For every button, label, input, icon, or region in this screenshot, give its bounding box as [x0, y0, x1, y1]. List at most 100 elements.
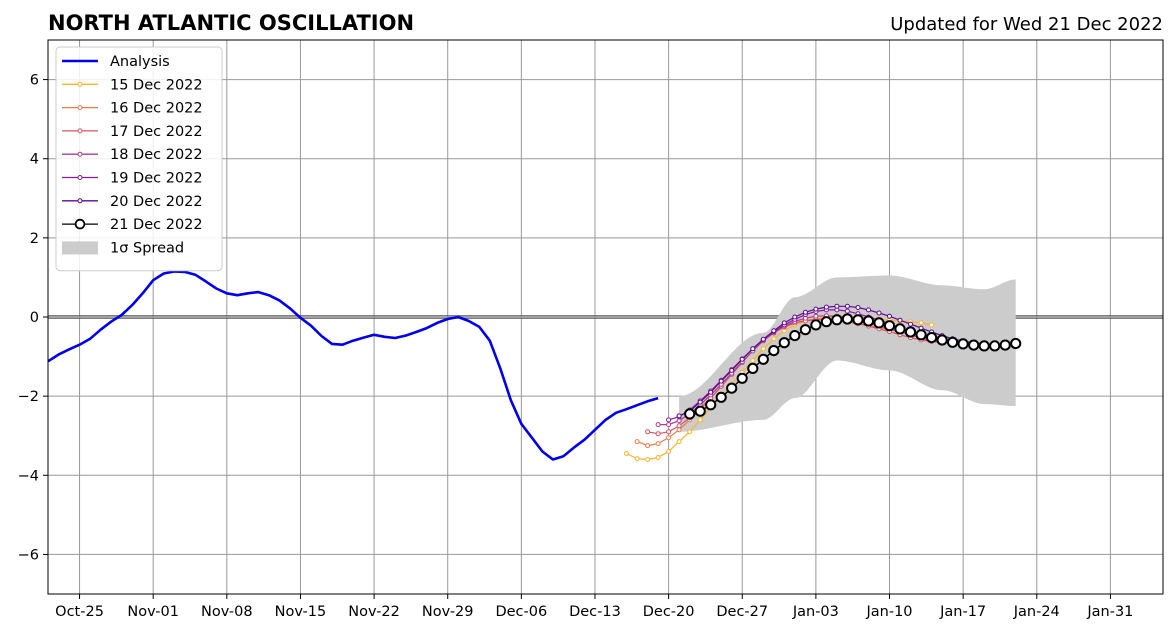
data-point: [684, 408, 696, 420]
data-point: [1010, 337, 1022, 350]
data-point: [697, 417, 703, 423]
legend-marker: [77, 175, 83, 180]
data-point: [634, 439, 640, 445]
x-tick-label: Nov-29: [422, 604, 474, 620]
chart-subtitle: Updated for Wed 21 Dec 2022: [890, 14, 1163, 35]
data-point: [666, 435, 672, 441]
data-point: [852, 314, 864, 326]
data-point: [789, 330, 801, 342]
data-point: [736, 372, 748, 384]
chart-title: NORTH ATLANTIC OSCILLATION: [48, 11, 414, 35]
data-point: [915, 329, 927, 341]
data-point: [887, 313, 892, 319]
x-tick-label: Oct-25: [55, 604, 104, 620]
data-point: [908, 321, 913, 327]
x-tick-label: Dec-13: [569, 604, 621, 620]
legend-marker: [77, 198, 83, 204]
data-point: [676, 418, 682, 424]
data-point: [676, 413, 682, 419]
y-tick-label: 6: [30, 73, 39, 89]
data-point: [929, 322, 935, 328]
legend-label: 19 Dec 2022: [110, 171, 203, 187]
data-point: [750, 358, 756, 363]
data-point: [771, 336, 777, 342]
data-point: [705, 399, 717, 411]
legend-item-17-dec-2022: 17 Dec 2022: [62, 124, 203, 140]
data-point: [968, 339, 980, 351]
legend-box: [55, 46, 223, 272]
data-point: [645, 457, 651, 462]
data-point: [694, 405, 706, 417]
x-tick-label: Dec-27: [716, 604, 768, 620]
legend-item-1-spread: 1σ Spread: [62, 240, 184, 256]
data-point: [866, 307, 871, 313]
x-tick-label: Dec-06: [495, 604, 547, 620]
data-point: [697, 399, 703, 405]
data-point: [655, 455, 661, 460]
data-point: [831, 314, 843, 326]
data-point: [799, 324, 812, 336]
data-point: [666, 429, 672, 435]
series-layer: [47, 270, 1022, 462]
data-point: [757, 353, 769, 365]
x-tick-label: Jan-17: [939, 604, 986, 620]
legend-marker: [77, 128, 83, 134]
data-point: [760, 336, 766, 342]
data-point: [841, 313, 854, 325]
x-tick-label: Jan-10: [865, 604, 912, 620]
data-point: [904, 326, 917, 338]
x-tick-label: Nov-08: [201, 604, 253, 620]
data-point: [792, 314, 798, 320]
x-tick-label: Nov-01: [127, 604, 179, 620]
data-point: [820, 316, 833, 328]
series-analysis-line: [47, 270, 659, 461]
y-tick-label: −6: [18, 547, 39, 563]
data-point: [876, 310, 882, 316]
data-point: [957, 338, 969, 350]
y-tick-label: 4: [30, 152, 39, 168]
legend-item-19-dec-2022: 19 Dec 2022: [62, 171, 203, 187]
legend-label: 16 Dec 2022: [110, 101, 203, 117]
y-tick-label: −4: [18, 468, 39, 484]
data-point: [936, 334, 948, 346]
data-point: [897, 317, 903, 323]
data-point: [655, 441, 661, 447]
data-point: [834, 303, 840, 309]
data-point: [715, 391, 727, 403]
legend-label: Analysis: [110, 54, 170, 70]
x-tick-label: Dec-20: [643, 604, 695, 620]
legend-marker: [77, 151, 83, 157]
data-point: [739, 356, 745, 362]
data-point: [947, 336, 959, 348]
data-point: [802, 309, 808, 315]
x-tick-label: Nov-15: [275, 604, 327, 620]
legend: Analysis 15 Dec 2022 16 Dec 2022 17 Dec 202…: [55, 46, 223, 272]
data-point: [708, 389, 714, 395]
legend-label: 15 Dec 2022: [110, 77, 203, 93]
spread-band-area: [679, 275, 1016, 432]
data-point: [926, 332, 938, 344]
legend-label: 1σ Spread: [110, 240, 184, 256]
legend-item-analysis: Analysis: [62, 54, 170, 70]
legend-label: 18 Dec 2022: [110, 147, 203, 163]
data-point: [813, 313, 819, 319]
data-point: [747, 362, 759, 374]
legend-item-20-dec-2022: 20 Dec 2022: [62, 194, 203, 210]
data-point: [645, 429, 651, 435]
data-point: [624, 451, 629, 456]
legend-item-15-dec-2022: 15 Dec 2022: [62, 77, 203, 93]
data-point: [778, 337, 790, 349]
data-point: [844, 303, 850, 309]
data-point: [729, 367, 735, 373]
data-point: [823, 304, 829, 310]
legend-swatch: [62, 241, 98, 255]
legend-label: 17 Dec 2022: [110, 124, 203, 140]
data-point: [844, 308, 850, 314]
data-point: [813, 306, 819, 312]
data-point: [894, 323, 906, 335]
data-point: [781, 320, 787, 326]
data-point: [918, 320, 924, 326]
legend-marker: [77, 81, 83, 87]
legend-item-18-dec-2022: 18 Dec 2022: [62, 147, 203, 163]
